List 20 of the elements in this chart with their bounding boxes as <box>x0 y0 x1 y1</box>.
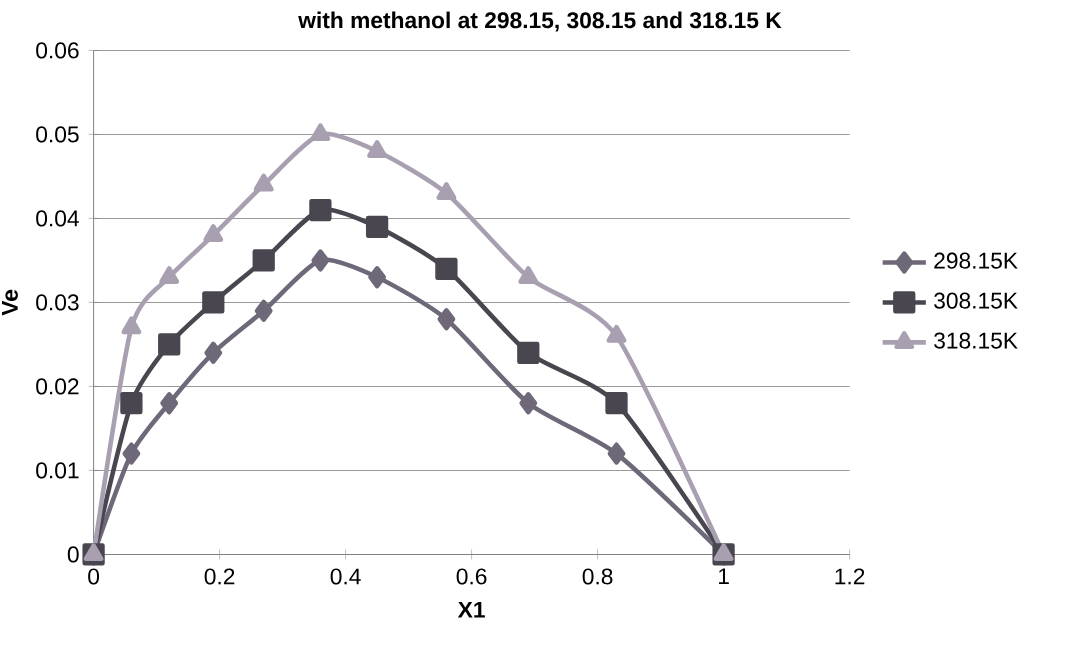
y-tick-label: 0.03 <box>36 294 79 311</box>
legend-label: 308.15K <box>934 292 1018 309</box>
y-tick-label: 0.06 <box>36 42 79 59</box>
x-tick-label: 1 <box>719 568 729 585</box>
x-tick-label: 0 <box>88 568 100 585</box>
y-axis-title: Ve <box>2 289 18 316</box>
x-tick-label: 0.2 <box>204 568 235 585</box>
x-tick-label: 0.4 <box>330 568 361 585</box>
x-tick-label: 0.6 <box>456 568 487 585</box>
x-tick-label: 0.8 <box>582 568 613 585</box>
legend-label: 298.15K <box>934 252 1018 269</box>
y-tick-label: 0.02 <box>36 378 79 395</box>
legend-label: 318.15K <box>934 332 1018 349</box>
y-tick-label: 0.01 <box>36 462 79 479</box>
y-tick-label: 0 <box>67 546 79 563</box>
y-tick-label: 0.04 <box>36 210 79 227</box>
chart-title: with methanol at 298.15, 308.15 and 318.15 K <box>298 11 782 32</box>
x-axis-title: X1 <box>457 601 485 618</box>
y-tick-label: 0.05 <box>36 126 79 143</box>
x-tick-label: 1.2 <box>835 568 865 585</box>
